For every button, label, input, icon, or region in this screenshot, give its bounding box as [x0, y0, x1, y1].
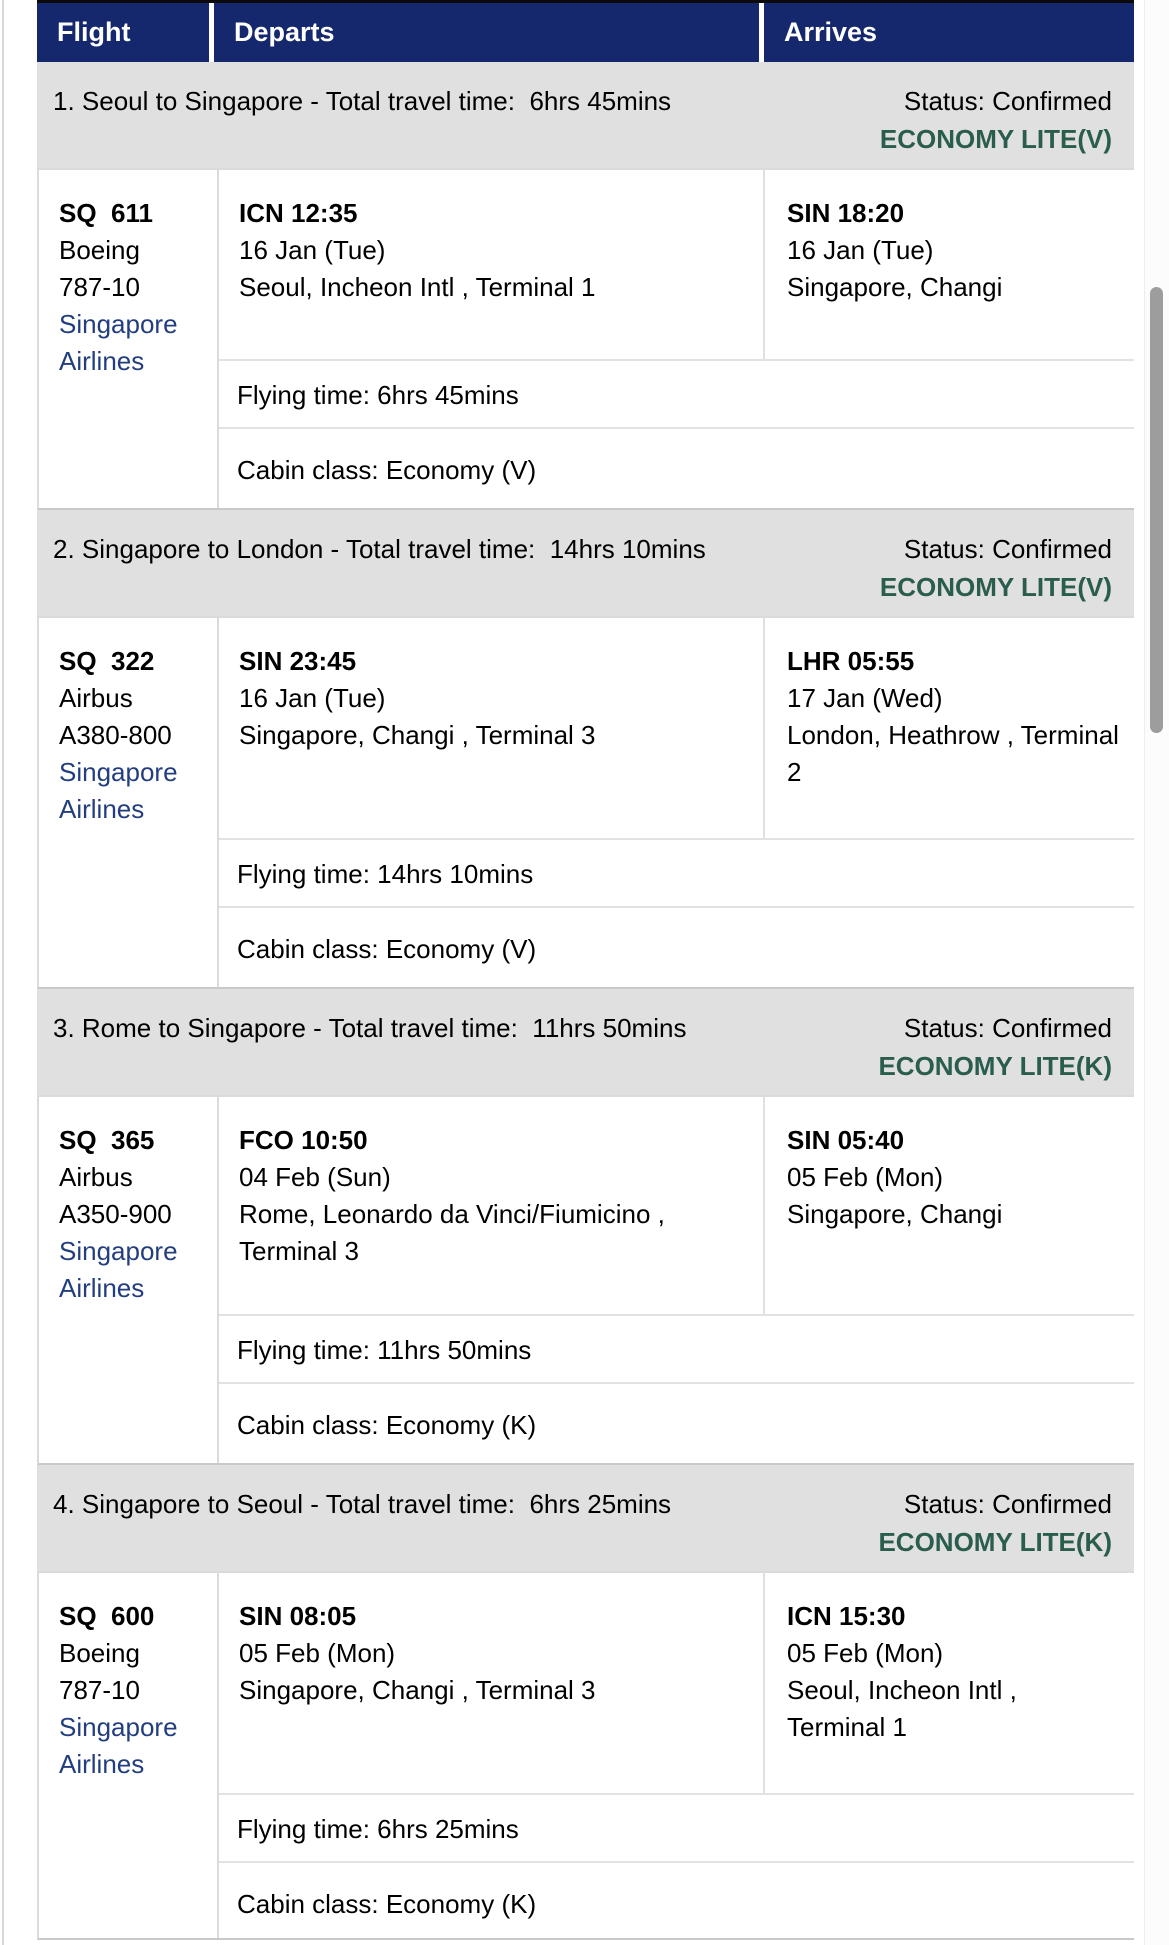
arrival-time: LHR 05:55	[787, 646, 915, 676]
scrollbar-thumb[interactable]	[1150, 287, 1163, 733]
arrival-date: 05 Feb (Mon)	[787, 1638, 944, 1668]
aircraft-type: Airbus A380-800	[59, 683, 172, 750]
aircraft-type: Boeing 787-10	[59, 1638, 140, 1705]
segment-status: Status: Confirmed	[903, 1489, 1112, 1519]
airline-link[interactable]: Singapore Airlines	[59, 757, 178, 824]
cabin-class: Cabin class: Economy (V)	[219, 427, 1134, 508]
departure-airport: Seoul, Incheon Intl , Terminal 1	[239, 272, 596, 302]
fare-family-label: ECONOMY LITE(K)	[878, 1051, 1112, 1081]
cabin-class: Cabin class: Economy (K)	[219, 1382, 1134, 1463]
arrival-time: ICN 15:30	[787, 1601, 906, 1631]
departure-airport: Singapore, Changi , Terminal 3	[239, 1675, 596, 1705]
departure-date: 16 Jan (Tue)	[239, 683, 386, 713]
segment-header: 2. Singapore to London - Total travel ti…	[37, 510, 1134, 616]
flight-row: SQ 600 Boeing 787-10 Singapore Airlines …	[37, 1571, 1134, 1940]
departure-airport: Rome, Leonardo da Vinci/Fiumicino , Term…	[239, 1199, 665, 1266]
column-header-departs: Departs	[214, 3, 759, 62]
arrives-cell: SIN 18:20 16 Jan (Tue) Singapore, Changi	[765, 170, 1134, 359]
column-header-arrives: Arrives	[764, 3, 1134, 62]
flying-time: Flying time: 14hrs 10mins	[219, 838, 1134, 906]
segment-title: 2. Singapore to London - Total travel ti…	[53, 534, 706, 564]
cabin-class: Cabin class: Economy (K)	[219, 1861, 1134, 1938]
arrival-airport: Singapore, Changi	[787, 272, 1003, 302]
flight-number: SQ 365	[59, 1125, 155, 1155]
arrival-date: 17 Jan (Wed)	[787, 683, 943, 713]
aircraft-type: Airbus A350-900	[59, 1162, 172, 1229]
flight-details: ICN 12:35 16 Jan (Tue) Seoul, Incheon In…	[219, 170, 1134, 508]
table-top-border	[37, 0, 1134, 3]
column-header-flight: Flight	[37, 3, 209, 62]
fare-family-label: ECONOMY LITE(K)	[878, 1527, 1112, 1557]
flying-time: Flying time: 11hrs 50mins	[219, 1314, 1134, 1382]
flight-number: SQ 611	[59, 198, 153, 228]
segment-header: 3. Rome to Singapore - Total travel time…	[37, 989, 1134, 1095]
arrival-date: 05 Feb (Mon)	[787, 1162, 944, 1192]
segment-header: 1. Seoul to Singapore - Total travel tim…	[37, 62, 1134, 168]
fare-family-label: ECONOMY LITE(V)	[879, 124, 1112, 154]
arrival-time: SIN 05:40	[787, 1125, 905, 1155]
departure-date: 04 Feb (Sun)	[239, 1162, 391, 1192]
flight-cell: SQ 600 Boeing 787-10 Singapore Airlines	[39, 1573, 219, 1938]
arrives-cell: ICN 15:30 05 Feb (Mon) Seoul, Incheon In…	[765, 1573, 1134, 1793]
segment-title: 1. Seoul to Singapore - Total travel tim…	[53, 86, 672, 116]
itinerary-segment-2: 2. Singapore to London - Total travel ti…	[37, 510, 1134, 989]
fare-family-label: ECONOMY LITE(V)	[879, 572, 1112, 602]
flight-itinerary-table: Flight Departs Arrives 1. Seoul to Singa…	[37, 0, 1134, 1940]
itinerary-segment-3: 3. Rome to Singapore - Total travel time…	[37, 989, 1134, 1465]
itinerary-segment-1: 1. Seoul to Singapore - Total travel tim…	[37, 62, 1134, 510]
flight-row: SQ 322 Airbus A380-800 Singapore Airline…	[37, 616, 1134, 989]
flight-row: SQ 611 Boeing 787-10 Singapore Airlines …	[37, 168, 1134, 510]
flight-number: SQ 322	[59, 646, 155, 676]
departure-time: SIN 23:45	[239, 646, 357, 676]
departs-cell: SIN 23:45 16 Jan (Tue) Singapore, Changi…	[219, 618, 765, 838]
departure-date: 05 Feb (Mon)	[239, 1638, 396, 1668]
segment-header: 4. Singapore to Seoul - Total travel tim…	[37, 1465, 1134, 1571]
departure-date: 16 Jan (Tue)	[239, 235, 386, 265]
departure-airport: Singapore, Changi , Terminal 3	[239, 720, 596, 750]
segment-status: Status: Confirmed	[903, 534, 1112, 564]
flight-row: SQ 365 Airbus A350-900 Singapore Airline…	[37, 1095, 1134, 1465]
departure-time: ICN 12:35	[239, 198, 358, 228]
aircraft-type: Boeing 787-10	[59, 235, 140, 302]
flight-cell: SQ 611 Boeing 787-10 Singapore Airlines	[39, 170, 219, 508]
flying-time: Flying time: 6hrs 25mins	[219, 1793, 1134, 1861]
segment-title: 4. Singapore to Seoul - Total travel tim…	[53, 1489, 672, 1519]
itinerary-segment-4: 4. Singapore to Seoul - Total travel tim…	[37, 1465, 1134, 1940]
arrival-date: 16 Jan (Tue)	[787, 235, 934, 265]
segment-status: Status: Confirmed	[903, 86, 1112, 116]
flight-cell: SQ 322 Airbus A380-800 Singapore Airline…	[39, 618, 219, 987]
flight-number: SQ 600	[59, 1601, 155, 1631]
flight-cell: SQ 365 Airbus A350-900 Singapore Airline…	[39, 1097, 219, 1463]
flight-details: FCO 10:50 04 Feb (Sun) Rome, Leonardo da…	[219, 1097, 1134, 1463]
flight-details: SIN 08:05 05 Feb (Mon) Singapore, Changi…	[219, 1573, 1134, 1938]
airline-link[interactable]: Singapore Airlines	[59, 1236, 178, 1303]
page-left-divider	[2, 0, 4, 1945]
arrives-cell: LHR 05:55 17 Jan (Wed) London, Heathrow …	[765, 618, 1134, 838]
arrival-airport: Singapore, Changi	[787, 1199, 1003, 1229]
arrival-airport: Seoul, Incheon Intl , Terminal 1	[787, 1675, 1017, 1742]
airline-link[interactable]: Singapore Airlines	[59, 309, 178, 376]
table-header-row: Flight Departs Arrives	[37, 3, 1134, 62]
vertical-scrollbar[interactable]	[1144, 0, 1169, 1945]
arrival-airport: London, Heathrow , Terminal 2	[787, 720, 1119, 787]
departure-time: SIN 08:05	[239, 1601, 357, 1631]
cabin-class: Cabin class: Economy (V)	[219, 906, 1134, 987]
segment-status: Status: Confirmed	[903, 1013, 1112, 1043]
airline-link[interactable]: Singapore Airlines	[59, 1712, 178, 1779]
flight-details: SIN 23:45 16 Jan (Tue) Singapore, Changi…	[219, 618, 1134, 987]
departs-cell: FCO 10:50 04 Feb (Sun) Rome, Leonardo da…	[219, 1097, 765, 1314]
flying-time: Flying time: 6hrs 45mins	[219, 359, 1134, 427]
arrives-cell: SIN 05:40 05 Feb (Mon) Singapore, Changi	[765, 1097, 1134, 1314]
departs-cell: SIN 08:05 05 Feb (Mon) Singapore, Changi…	[219, 1573, 765, 1793]
departs-cell: ICN 12:35 16 Jan (Tue) Seoul, Incheon In…	[219, 170, 765, 359]
departure-time: FCO 10:50	[239, 1125, 368, 1155]
arrival-time: SIN 18:20	[787, 198, 905, 228]
segment-title: 3. Rome to Singapore - Total travel time…	[53, 1013, 687, 1043]
